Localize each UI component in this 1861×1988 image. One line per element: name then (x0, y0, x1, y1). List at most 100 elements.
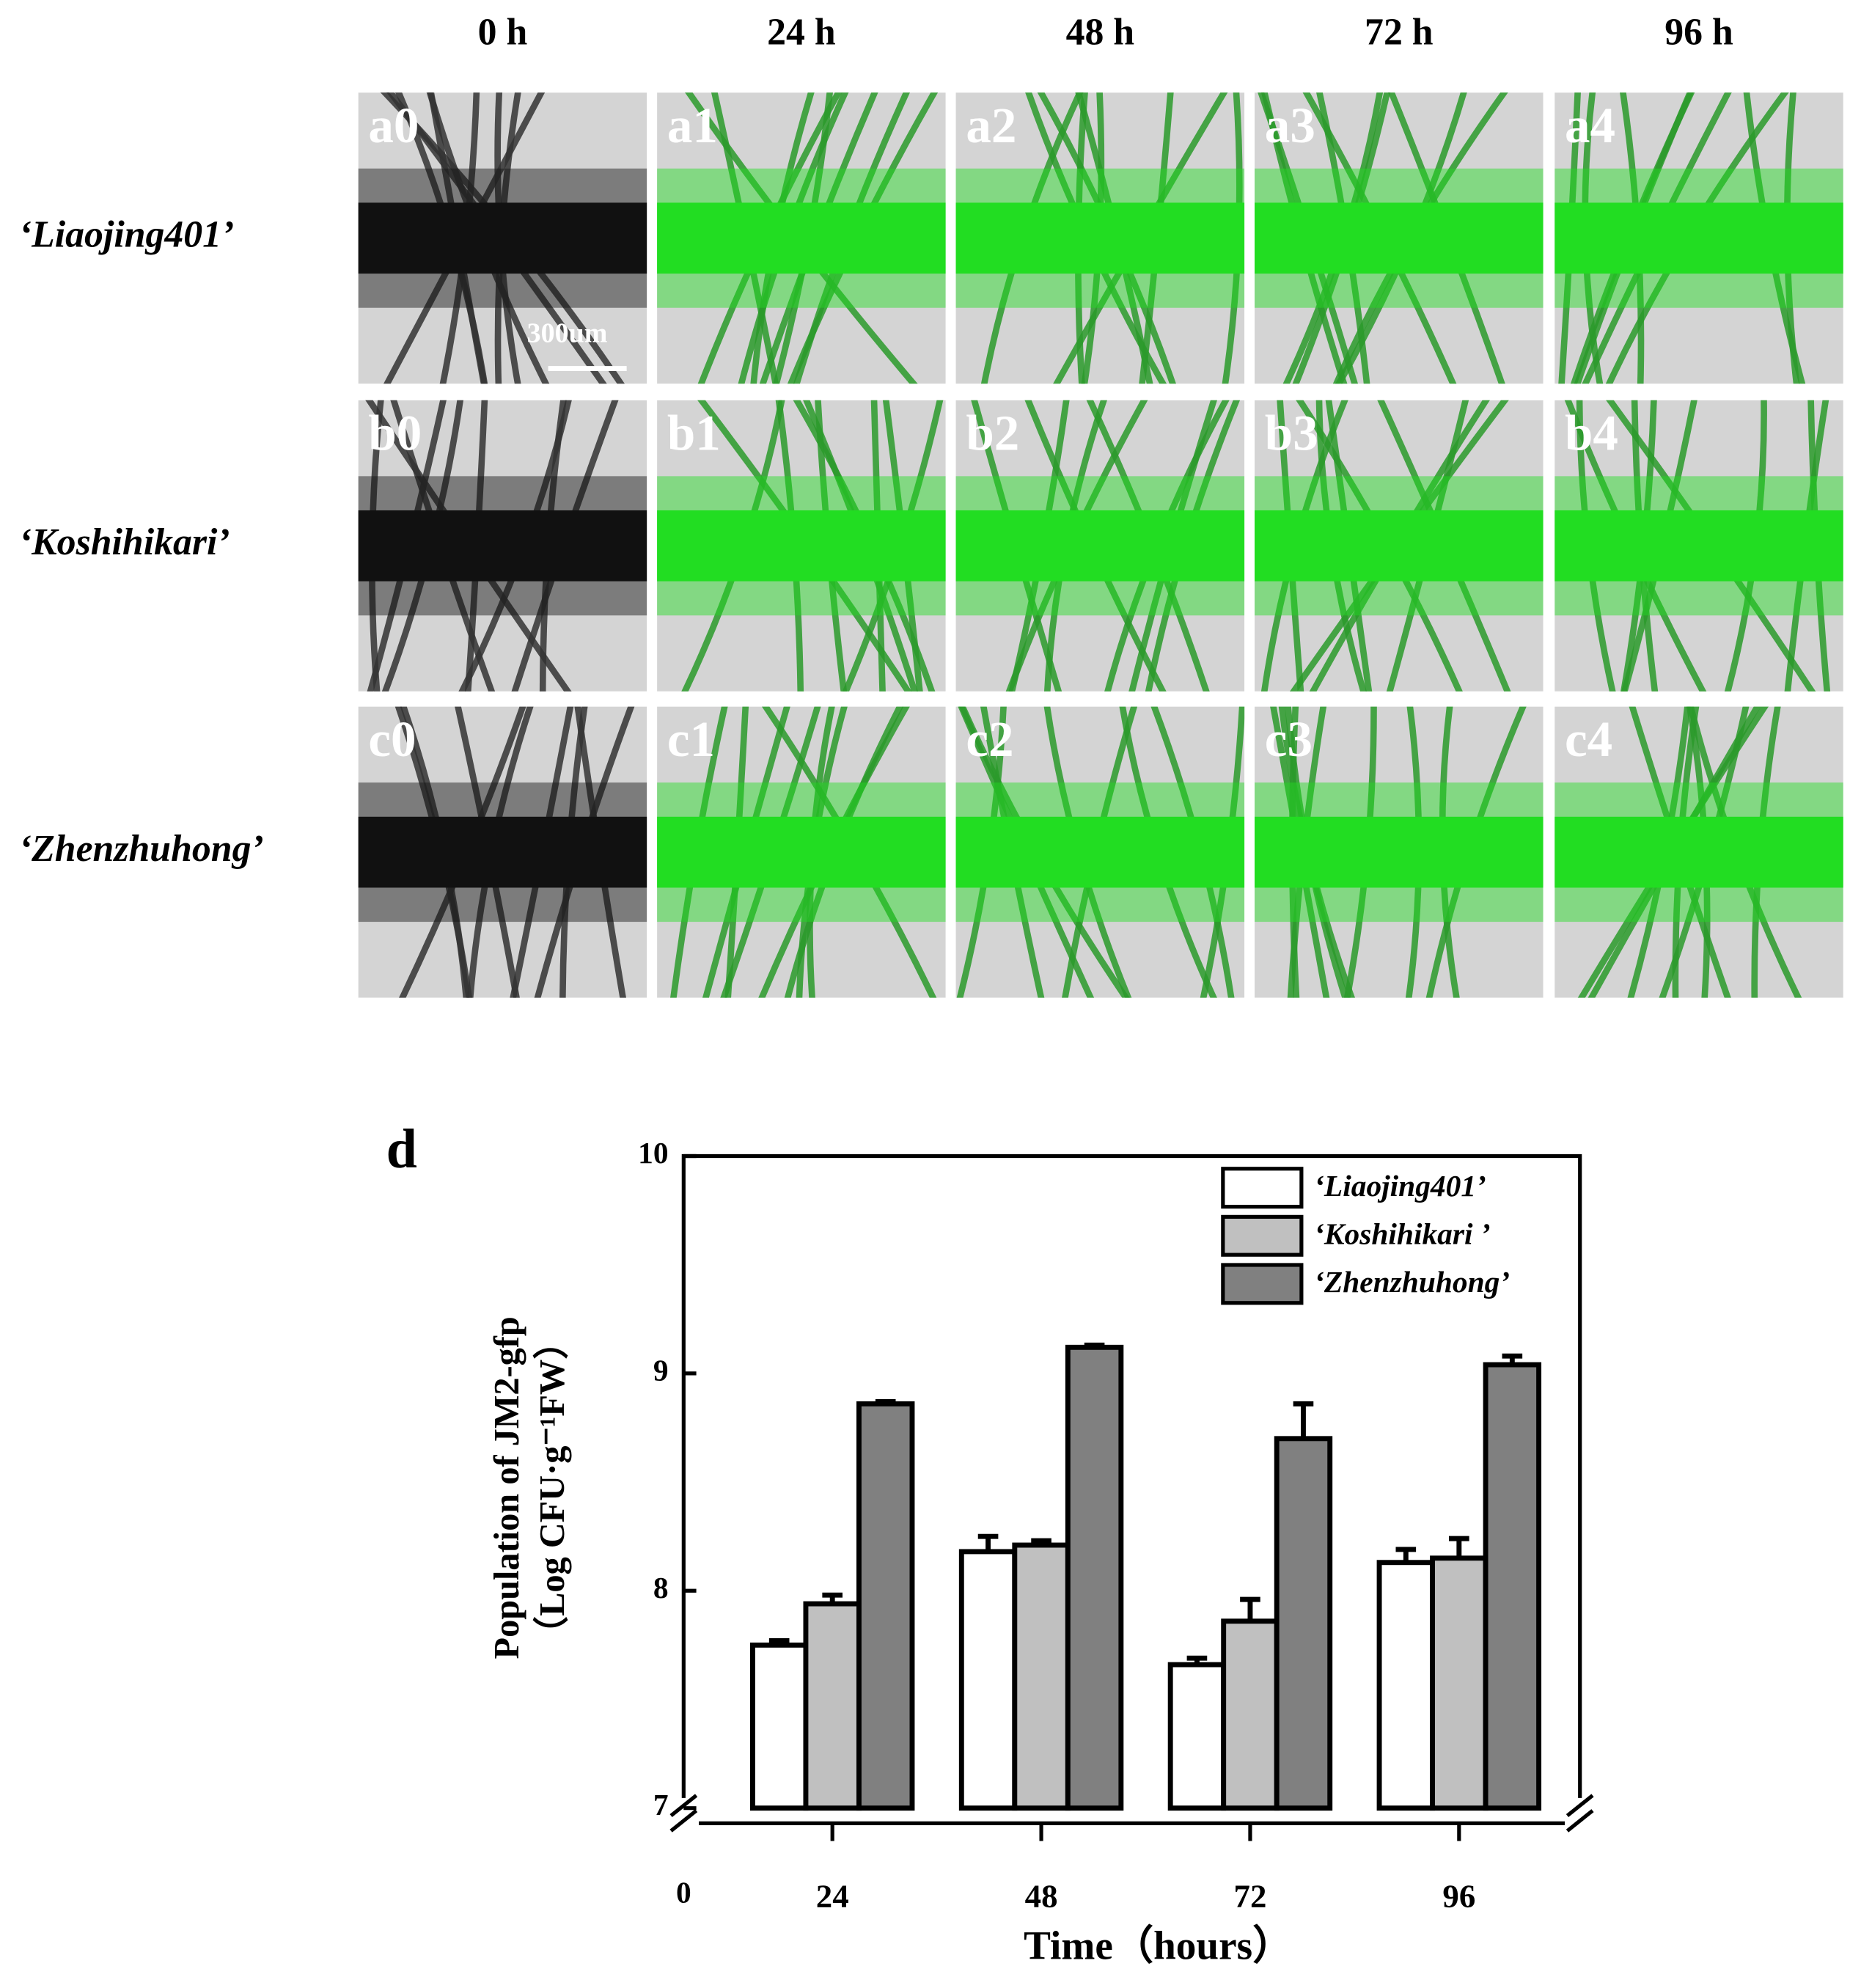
panel-label: b0 (368, 404, 422, 461)
legend-label: ‘Zhenzhuhong’ (1314, 1265, 1510, 1299)
micrograph-content (657, 706, 946, 998)
micrograph-content (1554, 92, 1843, 384)
micrograph: a2 (955, 92, 1245, 384)
root-body (1254, 510, 1544, 582)
column-header: 24 h (767, 11, 836, 53)
root-body (955, 816, 1245, 888)
x-tick-label: 48 (1025, 1877, 1058, 1914)
panel-label: b3 (1265, 404, 1318, 461)
micrograph-content (657, 400, 946, 692)
bar (1221, 1618, 1280, 1811)
panel-label: c2 (966, 711, 1013, 767)
y-tick-label: 8 (653, 1571, 669, 1604)
panel-label: c1 (667, 711, 715, 767)
legend-label: ‘Liaojing401’ (1314, 1169, 1486, 1203)
micrograph: b0 (358, 400, 647, 692)
legend-swatch (1221, 1263, 1304, 1305)
legend-label: ‘Koshihikari ’ (1314, 1217, 1491, 1251)
micrograph-content (657, 92, 946, 384)
micrograph: b1 (657, 400, 946, 692)
scale-bar-label: 300um (527, 318, 608, 348)
root-body (1554, 202, 1843, 274)
bar (803, 1601, 862, 1811)
micrograph-content (1254, 92, 1544, 384)
bar (1274, 1436, 1333, 1811)
root-body (657, 816, 946, 888)
bar (958, 1549, 1018, 1811)
panel-label: a3 (1265, 97, 1315, 153)
micrograph-content (955, 400, 1245, 692)
origin-label: 0 (676, 1875, 691, 1909)
panel-label: d (386, 1118, 417, 1180)
panel-label: b4 (1565, 404, 1618, 461)
micrograph: c4 (1554, 706, 1843, 998)
panel-label: b1 (667, 404, 721, 461)
x-axis-title: Time（hours） (1024, 1923, 1293, 1968)
bar (856, 1401, 915, 1811)
column-header: 96 h (1664, 11, 1733, 53)
y-axis-title: Population of JM2-gfp (488, 1316, 526, 1659)
micrograph: b3 (1254, 400, 1544, 692)
root-body (1554, 816, 1843, 888)
root-body (657, 510, 946, 582)
row-label: ‘Liaojing401’ (19, 214, 234, 256)
micrograph: a3 (1254, 92, 1544, 384)
panel-label: a0 (368, 97, 419, 153)
micrograph-content (358, 92, 647, 384)
axis-break (669, 1794, 1594, 1833)
bar (1483, 1362, 1542, 1811)
micrograph: c2 (955, 706, 1245, 998)
micrograph-content (955, 706, 1245, 998)
bar (1012, 1542, 1071, 1811)
root-body (1554, 510, 1843, 582)
root-body (955, 510, 1245, 582)
micrograph-content (1254, 400, 1544, 692)
panel-label: c3 (1265, 711, 1313, 767)
panel-label: b2 (966, 404, 1019, 461)
bar (1167, 1662, 1227, 1811)
y-tick-label: 10 (638, 1136, 668, 1170)
x-tick-label: 24 (816, 1877, 849, 1914)
axis-frame (681, 1153, 1582, 1825)
column-header: 48 h (1066, 11, 1135, 53)
column-header: 72 h (1365, 11, 1434, 53)
panel-label: c0 (368, 711, 416, 767)
micrograph-content (358, 706, 647, 998)
bar (1430, 1555, 1489, 1811)
legend-swatch (1221, 1214, 1304, 1257)
root-body (955, 202, 1245, 274)
micrograph: c0 (358, 706, 647, 998)
bar (1065, 1344, 1124, 1811)
micrograph: a1 (657, 92, 946, 384)
micrograph: c3 (1254, 706, 1544, 998)
root-body (1254, 816, 1544, 888)
root-body (358, 202, 647, 274)
micrograph-content (358, 400, 647, 692)
panel-label: c4 (1565, 711, 1612, 767)
x-tick-label: 72 (1234, 1877, 1267, 1914)
micrograph-content (955, 92, 1245, 384)
root-body (358, 816, 647, 888)
bar (1376, 1560, 1436, 1811)
micrograph: b4 (1554, 400, 1843, 692)
root-body (358, 510, 647, 582)
y-axis-title: （Log CFU·g⁻¹FW） (532, 1324, 572, 1651)
column-header: 0 h (478, 11, 528, 53)
micrograph: a0 300um (358, 92, 647, 384)
micrograph-content (1554, 706, 1843, 998)
row-label: ‘Zhenzhuhong’ (19, 828, 264, 870)
micrograph: c1 (657, 706, 946, 998)
legend-swatch (1221, 1167, 1304, 1209)
micrograph: b2 (955, 400, 1245, 692)
row-label: ‘Koshihikari’ (19, 521, 230, 563)
x-tick-label: 96 (1442, 1877, 1475, 1914)
y-tick-label: 9 (653, 1353, 669, 1387)
micrograph-content (1554, 400, 1843, 692)
y-tick-label: 7 (653, 1788, 669, 1822)
micrograph: a4 (1554, 92, 1843, 384)
bar (749, 1642, 809, 1811)
panel-label: a4 (1565, 97, 1615, 153)
root-body (657, 202, 946, 274)
